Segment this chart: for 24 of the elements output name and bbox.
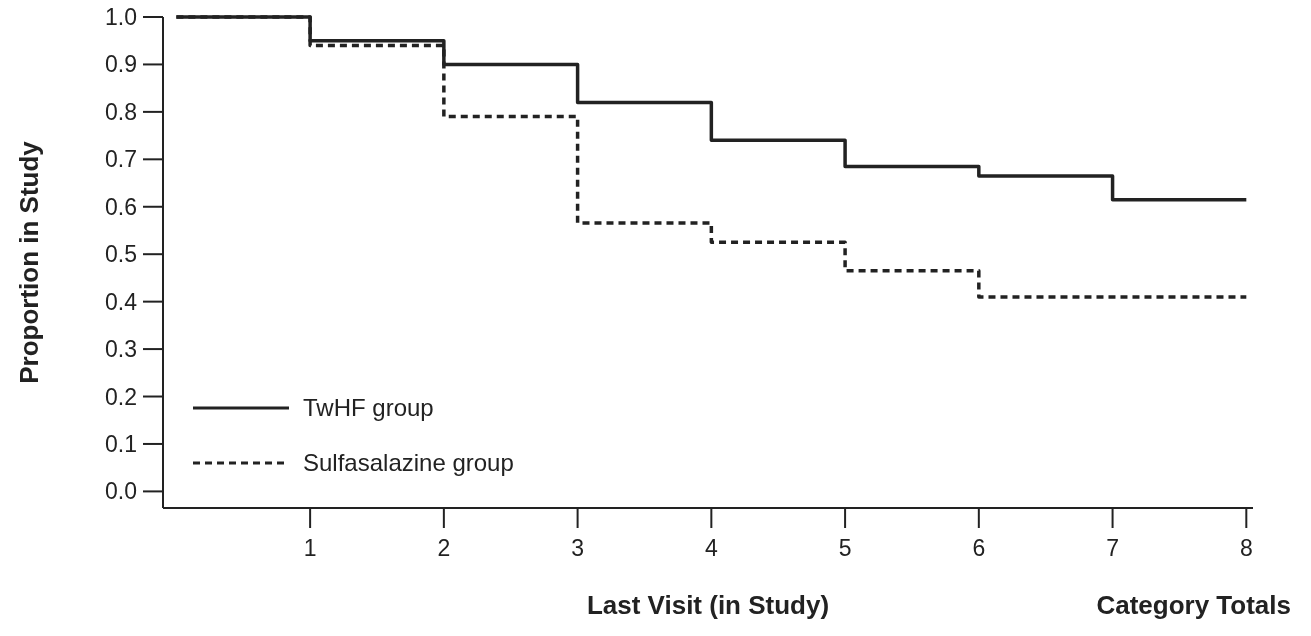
- y-tick-label: 0.5: [105, 241, 137, 268]
- y-tick-label: 0.7: [105, 146, 137, 173]
- y-tick-label: 0.6: [105, 193, 137, 220]
- x-tick-label: 7: [1106, 535, 1119, 561]
- legend-label: Sulfasalazine group: [303, 449, 514, 477]
- x-tick-label: 3: [571, 535, 584, 561]
- y-tick-label: 0.2: [105, 383, 137, 410]
- x-axis-title: Last Visit (in Study): [586, 590, 830, 620]
- x-tick-label: 6: [972, 535, 986, 561]
- y-tick-label: 0.3: [105, 336, 137, 363]
- x-tick-label: 5: [838, 535, 852, 561]
- legend-label: TwHF group: [303, 394, 434, 422]
- y-tick-label: 0.4: [105, 288, 138, 315]
- x-tick-label: 2: [437, 535, 451, 561]
- x-tick-label: 4: [704, 535, 718, 561]
- y-axis-title: Proportion in Study: [14, 140, 44, 384]
- x-tick-label: 8: [1239, 535, 1253, 561]
- y-tick-label: 0.0: [105, 478, 137, 505]
- y-tick-label: 0.9: [105, 51, 137, 78]
- y-tick-label: 1.0: [105, 4, 137, 31]
- x-tick-label: 1: [303, 535, 317, 561]
- y-tick-label: 0.1: [105, 431, 137, 458]
- y-tick-label: 0.8: [105, 98, 137, 125]
- text: Category Totals: [1096, 590, 1291, 620]
